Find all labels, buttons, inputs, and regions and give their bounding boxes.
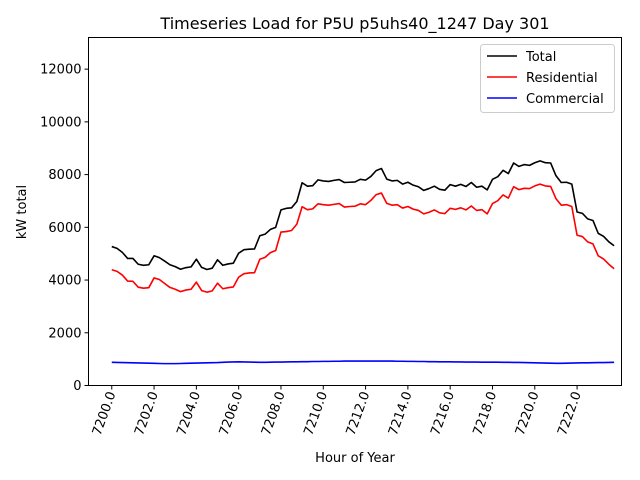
y-tick-label: 4000 [48,274,81,289]
plot-frame [88,37,622,386]
x-tick-label: 7206.0 [217,390,247,438]
x-tick-label: 7202.0 [132,390,162,438]
x-tick-label: 7222.0 [555,390,585,438]
x-axis: 7200.0 7202.0 7204.0 7206.0 7208.0 7210.0 7212… [90,385,585,438]
legend-label-commercial: Commercial [526,92,604,107]
y-tick-label: 12000 [40,63,81,78]
y-tick-label: 8000 [48,168,81,183]
x-tick-label: 7220.0 [513,390,543,438]
x-tick-label: 7208.0 [259,390,289,438]
y-axis-label: kW total [15,185,30,239]
x-tick-label: 7218.0 [471,390,501,438]
legend-label-residential: Residential [526,71,598,86]
legend-label-total: Total [525,50,556,65]
legend-box [480,44,615,113]
series-line-commercial [111,360,615,365]
x-tick-label: 7216.0 [428,390,458,438]
legend: Total Residential Commercial [480,44,615,113]
x-axis-label: Hour of Year [315,451,395,466]
y-tick-label: 0 [73,379,81,394]
x-tick-label: 7212.0 [344,390,374,438]
x-tick-label: 7210.0 [301,390,331,438]
x-tick-label: 7204.0 [174,390,204,438]
chart-title: Timeseries Load for P5U p5uhs40_1247 Day… [159,14,549,34]
y-tick-label: 6000 [48,221,81,236]
y-axis: 0 2000 4000 6000 8000 10000 12000 [40,63,89,394]
x-tick-label: 7200.0 [90,390,120,438]
x-tick-label: 7214.0 [386,390,416,438]
y-tick-label: 10000 [40,115,81,130]
series-line-total [111,160,615,271]
y-tick-label: 2000 [48,326,81,341]
series-line-residential [111,183,615,293]
plot-area [111,160,615,365]
